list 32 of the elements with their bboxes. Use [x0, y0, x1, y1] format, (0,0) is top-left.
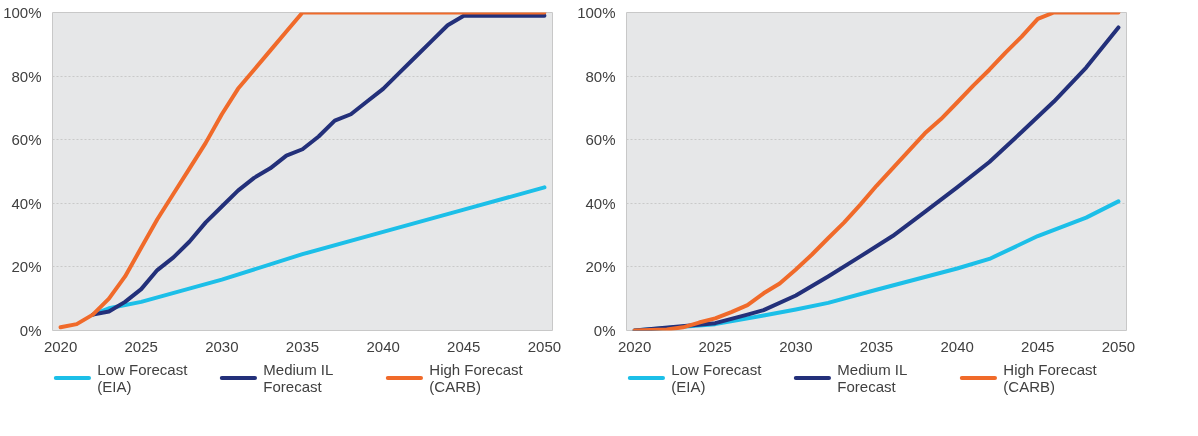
- legend-label: Low Forecast (EIA): [97, 361, 189, 396]
- legend-label: High Forecast (CARB): [1003, 361, 1098, 396]
- x-tick-label: 2045: [1021, 337, 1055, 355]
- legend-label: Low Forecast (EIA): [671, 361, 763, 396]
- x-tick-label: 2050: [527, 337, 562, 355]
- x-tick-label: 2035: [859, 337, 894, 355]
- x-tick-label: 2020: [617, 337, 652, 355]
- y-tick-label: 100%: [577, 4, 616, 21]
- x-tick-label: 2020: [43, 337, 78, 355]
- y-tick-label: 60%: [585, 131, 616, 149]
- legend-label: High Forecast (CARB): [429, 361, 524, 396]
- legend-label: Medium IL Forecast: [263, 361, 334, 396]
- y-tick-label: 0%: [19, 322, 42, 339]
- x-tick-label: 2035: [285, 337, 320, 355]
- y-tick-label: 20%: [585, 258, 616, 276]
- x-tick-label: 2045: [447, 337, 481, 355]
- x-tick-label: 2050: [1101, 337, 1136, 355]
- y-tick-label: 40%: [585, 194, 616, 212]
- y-tick-label: 20%: [11, 258, 42, 276]
- y-tick-label: 80%: [585, 67, 616, 85]
- x-tick-label: 2025: [698, 337, 732, 355]
- y-tick-label: 80%: [11, 67, 42, 85]
- y-tick-label: 60%: [11, 131, 42, 149]
- x-tick-label: 2030: [779, 337, 813, 355]
- x-tick-label: 2040: [940, 337, 974, 355]
- y-tick-label: 100%: [3, 4, 42, 21]
- x-tick-label: 2040: [366, 337, 400, 355]
- x-tick-label: 2025: [124, 337, 158, 355]
- y-tick-label: 40%: [11, 194, 42, 212]
- y-tick-label: 0%: [593, 322, 616, 339]
- x-tick-label: 2030: [205, 337, 239, 355]
- legend-label: Medium IL Forecast: [837, 361, 908, 396]
